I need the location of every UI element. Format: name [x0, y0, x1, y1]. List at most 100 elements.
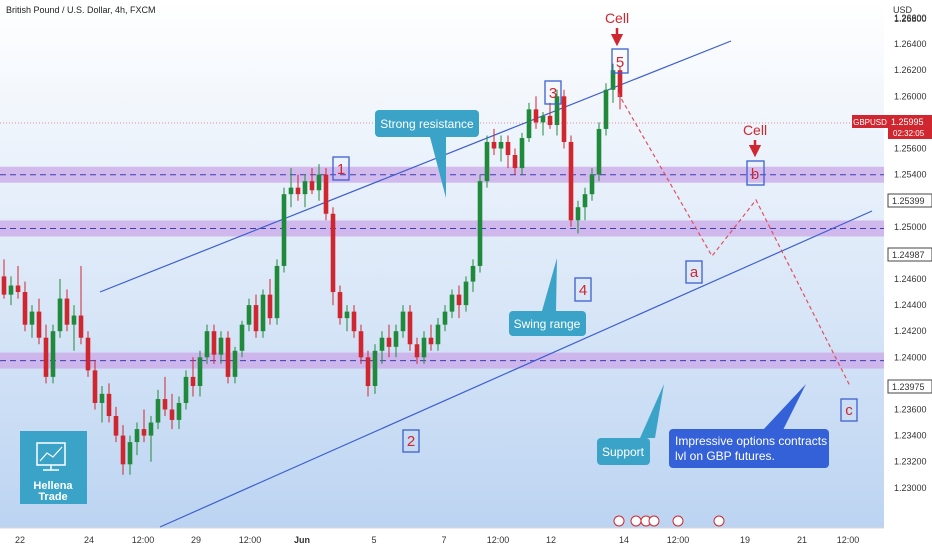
candle	[589, 168, 595, 201]
candle	[337, 285, 343, 325]
candle	[169, 393, 175, 430]
candle	[330, 207, 336, 306]
candle	[400, 305, 406, 338]
candle	[281, 187, 287, 273]
chart-title: British Pound / U.S. Dollar, 4h, FXCM	[6, 5, 156, 15]
svg-text:5: 5	[616, 54, 624, 71]
candle	[344, 305, 350, 332]
time-tick-label: 21	[797, 535, 807, 545]
candle	[582, 187, 588, 221]
time-tick-label: 12:00	[239, 535, 262, 545]
candle	[533, 96, 539, 129]
candle	[393, 324, 399, 358]
channel-lower-line	[159, 210, 873, 528]
svg-text:3: 3	[549, 85, 557, 102]
currency-label: USD	[893, 5, 913, 15]
candle	[50, 324, 56, 384]
candle	[610, 63, 616, 103]
candle	[162, 376, 168, 417]
candle	[484, 135, 490, 188]
candle	[414, 337, 420, 364]
candle	[197, 350, 203, 397]
candle	[246, 298, 252, 332]
price-tick-label: 1.24000	[894, 352, 927, 362]
candle	[421, 331, 427, 364]
svg-text:1.23975: 1.23975	[892, 382, 925, 392]
candle	[99, 386, 105, 423]
candle	[442, 305, 448, 332]
svg-text:4: 4	[579, 282, 587, 299]
candle	[267, 279, 273, 325]
cell-annotation-b: Cell	[743, 122, 767, 158]
current-price-badge: GBPUSD 1.25995 02:32:05	[852, 115, 932, 139]
candle	[428, 324, 434, 351]
event-us-flag-icon	[672, 515, 684, 527]
candle	[260, 289, 266, 338]
svg-text:Swing range: Swing range	[514, 317, 581, 331]
candle	[176, 396, 182, 430]
svg-text:Strong resistance: Strong resistance	[380, 117, 474, 131]
wave-label-3: 3	[544, 80, 562, 105]
svg-text:Hellena: Hellena	[33, 480, 73, 492]
wave-label-1: 1	[332, 156, 350, 181]
candle	[603, 83, 609, 136]
level-badge-3: 1.23975	[887, 379, 932, 394]
svg-text:Cell: Cell	[743, 122, 767, 138]
candle	[379, 331, 385, 364]
svg-text:a: a	[690, 264, 699, 281]
candle	[316, 164, 322, 201]
candle	[477, 174, 483, 273]
price-tick-label: 1.26600	[894, 13, 927, 23]
price-tick-label: 1.23400	[894, 431, 927, 441]
svg-text:1.25995: 1.25995	[891, 117, 924, 127]
candle	[309, 168, 315, 195]
candle	[239, 320, 245, 358]
wave-label-5: 5	[611, 48, 629, 74]
candle	[204, 324, 210, 364]
candle	[358, 324, 364, 364]
candle	[36, 298, 42, 345]
candle	[22, 281, 28, 332]
time-tick-label: 29	[191, 535, 201, 545]
candle	[120, 425, 126, 475]
candle	[274, 259, 280, 325]
price-tick-label: 1.24600	[894, 274, 927, 284]
callout-options-contracts: Impressive options contracts lvl on GBP …	[669, 384, 829, 468]
time-tick-label: 7	[441, 535, 446, 545]
candle	[351, 305, 357, 338]
time-axis-background	[0, 528, 884, 550]
price-tick-label: 1.26200	[894, 65, 927, 75]
candle	[64, 289, 70, 332]
candle	[456, 285, 462, 319]
candle	[183, 370, 189, 410]
event-us-flag-icon	[648, 515, 660, 527]
price-tick-label: 1.24200	[894, 326, 927, 336]
candle	[323, 168, 329, 221]
level-badge-1: 1.25399	[887, 193, 932, 208]
svg-text:lvl on GBP futures.: lvl on GBP futures.	[675, 449, 775, 463]
candle	[225, 331, 231, 384]
svg-text:1.25399: 1.25399	[892, 196, 925, 206]
price-tick-label: 1.25600	[894, 144, 927, 154]
time-axis-ticks: 22 24 12:00 29 12:00 Jun 5 7 12:00 12 14 12:00 19 21 1…	[15, 535, 859, 545]
time-tick-label: 14	[619, 535, 629, 545]
candle	[8, 276, 14, 306]
svg-text:1.24987: 1.24987	[892, 250, 925, 260]
time-tick-label: 12:00	[132, 535, 155, 545]
candle	[575, 200, 581, 234]
projection-path	[617, 92, 851, 387]
wave-label-4: 4	[574, 277, 592, 302]
candle	[463, 276, 469, 312]
candle	[505, 135, 511, 169]
candle	[470, 259, 476, 293]
svg-text:c: c	[845, 402, 853, 419]
candle	[78, 265, 84, 345]
candle	[29, 305, 35, 338]
price-tick-label: 1.25000	[894, 222, 927, 232]
price-tick-label: 1.23200	[894, 457, 927, 467]
callout-swing-range: Swing range	[509, 258, 586, 336]
economic-event-markers	[613, 515, 725, 527]
candle	[491, 128, 497, 156]
candle	[295, 174, 301, 201]
